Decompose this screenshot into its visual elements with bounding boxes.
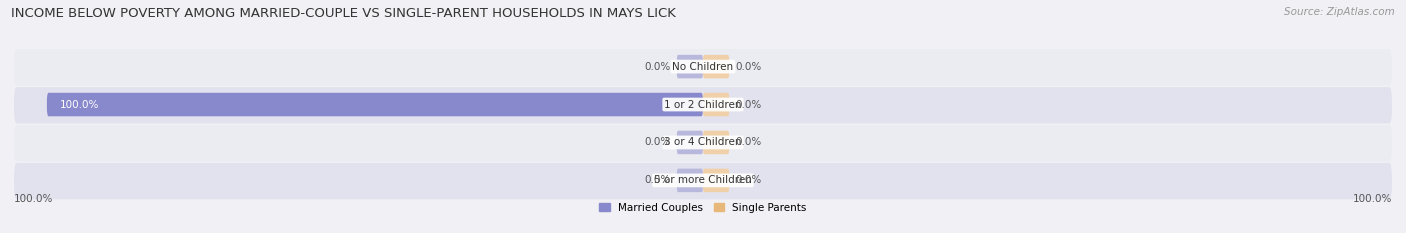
FancyBboxPatch shape <box>676 55 703 78</box>
FancyBboxPatch shape <box>703 55 730 78</box>
Text: 0.0%: 0.0% <box>735 99 762 110</box>
Text: INCOME BELOW POVERTY AMONG MARRIED-COUPLE VS SINGLE-PARENT HOUSEHOLDS IN MAYS LI: INCOME BELOW POVERTY AMONG MARRIED-COUPL… <box>11 7 676 20</box>
Text: 100.0%: 100.0% <box>14 194 53 204</box>
FancyBboxPatch shape <box>676 169 703 192</box>
FancyBboxPatch shape <box>676 131 703 154</box>
FancyBboxPatch shape <box>14 49 1392 86</box>
Text: 0.0%: 0.0% <box>735 62 762 72</box>
FancyBboxPatch shape <box>703 131 730 154</box>
FancyBboxPatch shape <box>703 93 730 116</box>
Text: 100.0%: 100.0% <box>60 99 100 110</box>
Text: 5 or more Children: 5 or more Children <box>654 175 752 185</box>
Text: 0.0%: 0.0% <box>644 175 671 185</box>
FancyBboxPatch shape <box>14 163 1392 199</box>
Text: 0.0%: 0.0% <box>644 137 671 147</box>
Text: 3 or 4 Children: 3 or 4 Children <box>664 137 742 147</box>
FancyBboxPatch shape <box>14 125 1392 161</box>
Text: 0.0%: 0.0% <box>735 175 762 185</box>
FancyBboxPatch shape <box>46 93 703 116</box>
Text: 0.0%: 0.0% <box>735 137 762 147</box>
Text: No Children: No Children <box>672 62 734 72</box>
Legend: Married Couples, Single Parents: Married Couples, Single Parents <box>599 203 807 213</box>
FancyBboxPatch shape <box>14 87 1392 123</box>
FancyBboxPatch shape <box>703 169 730 192</box>
Text: 100.0%: 100.0% <box>1353 194 1392 204</box>
Text: 0.0%: 0.0% <box>644 62 671 72</box>
Text: 1 or 2 Children: 1 or 2 Children <box>664 99 742 110</box>
Text: Source: ZipAtlas.com: Source: ZipAtlas.com <box>1284 7 1395 17</box>
